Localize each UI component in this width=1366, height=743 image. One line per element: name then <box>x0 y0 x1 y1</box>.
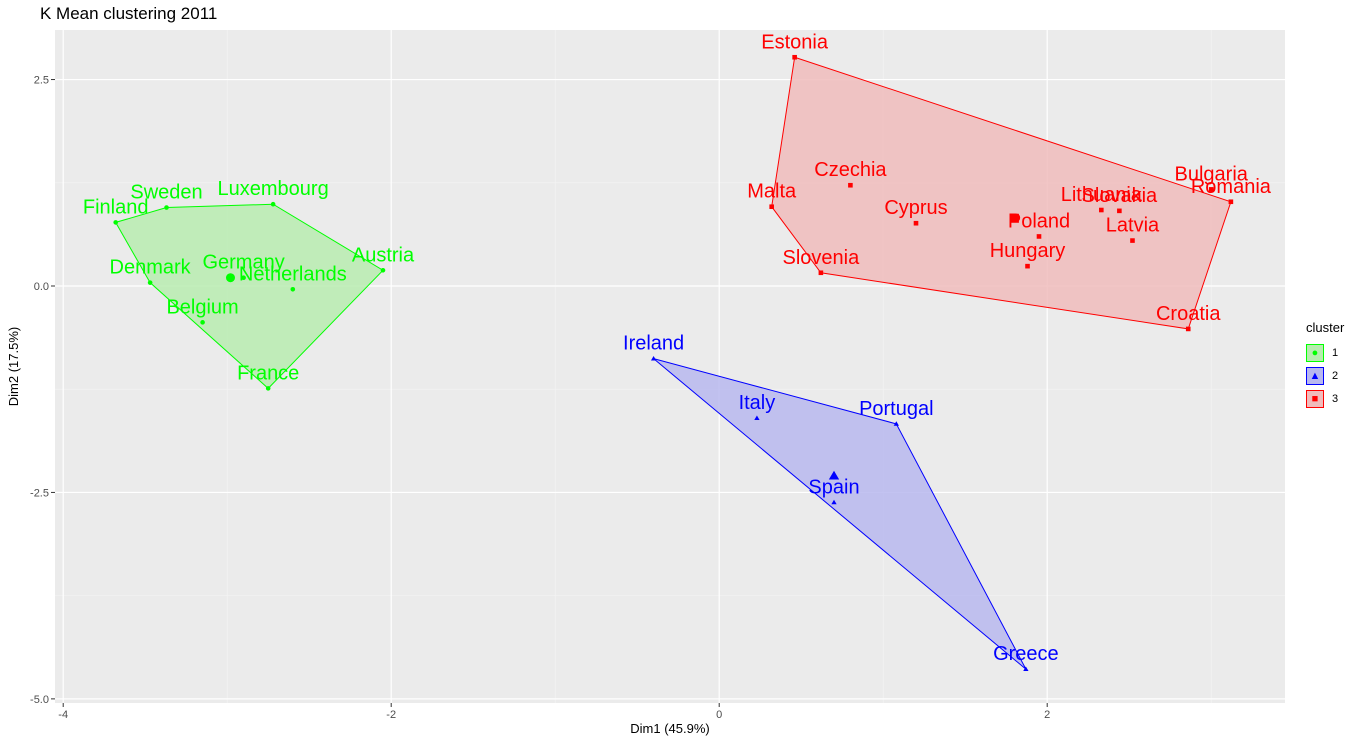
point-lithuania <box>1099 207 1104 213</box>
legend-label: 1 <box>1332 346 1339 359</box>
cluster-3-centroid <box>1009 213 1019 223</box>
point-label-austria: Austria <box>352 244 415 266</box>
x-tick-label: 2 <box>1044 709 1050 721</box>
point-estonia <box>792 54 797 60</box>
x-tick-label: -2 <box>386 709 396 721</box>
point-label-slovakia: Slovakia <box>1082 185 1158 207</box>
point-france <box>265 386 271 391</box>
point-label-netherlands: Netherlands <box>239 263 347 285</box>
point-belgium <box>200 320 205 325</box>
point-czechia <box>848 182 853 188</box>
point-croatia <box>1185 326 1191 332</box>
data-points <box>113 54 1234 671</box>
legend: cluster ● 1 ▲ 2 ■ 3 <box>1306 320 1344 410</box>
legend-item-3: ■ 3 <box>1306 387 1344 410</box>
point-hungary <box>1025 263 1030 269</box>
cluster-hulls <box>114 56 1232 670</box>
point-label-slovenia: Slovenia <box>783 247 861 269</box>
legend-key-square-icon: ■ <box>1306 389 1324 408</box>
point-label-poland: Poland <box>1008 210 1070 232</box>
point-label-belgium: Belgium <box>166 296 238 318</box>
point-label-greece: Greece <box>993 643 1059 665</box>
point-italy <box>754 415 760 420</box>
point-luxembourg <box>270 201 276 207</box>
point-ireland <box>650 356 657 361</box>
cluster-2-hull <box>653 358 1027 670</box>
y-tick-label: 0.0 <box>34 281 49 293</box>
point-label-finland: Finland <box>83 196 149 218</box>
point-label-cyprus: Cyprus <box>884 197 947 219</box>
point-cyprus <box>913 220 919 226</box>
point-germany <box>241 275 246 281</box>
point-bulgaria <box>1208 187 1214 192</box>
legend-item-1: ● 1 <box>1306 341 1344 364</box>
point-slovakia <box>1117 208 1122 214</box>
point-portugal <box>893 421 899 426</box>
x-axis-title: Dim1 (45.9%) <box>630 721 709 736</box>
point-greece <box>1023 666 1029 671</box>
legend-key-triangle-icon: ▲ <box>1306 366 1324 385</box>
point-label-romania: Romania <box>1191 176 1272 198</box>
point-label-estonia: Estonia <box>761 31 829 53</box>
chart-title: K Mean clustering 2011 <box>40 4 218 23</box>
x-tick-label: -4 <box>58 709 68 721</box>
point-label-luxembourg: Luxembourg <box>218 178 329 200</box>
point-label-hungary: Hungary <box>990 240 1066 262</box>
point-label-lithuania: Lithuania <box>1061 184 1143 206</box>
axes: -4 -2 0 2 -5.0 -2.5 0.0 2.5 <box>30 75 1050 721</box>
grid-lines <box>55 30 1285 703</box>
point-label-sweden: Sweden <box>130 182 202 204</box>
point-spain <box>831 499 837 505</box>
point-label-denmark: Denmark <box>110 257 192 279</box>
point-label-france: France <box>237 362 299 384</box>
point-malta <box>769 204 774 210</box>
legend-items: ● 1 ▲ 2 ■ 3 <box>1306 341 1344 410</box>
legend-label: 3 <box>1332 392 1339 405</box>
y-tick-label: 2.5 <box>34 75 49 87</box>
cluster-3-hull <box>771 56 1232 330</box>
point-austria <box>380 267 386 273</box>
point-label-latvia: Latvia <box>1106 215 1160 237</box>
cluster-2-centroid <box>828 470 840 480</box>
point-label-croatia: Croatia <box>1156 303 1221 325</box>
point-label-ireland: Ireland <box>623 333 684 355</box>
y-tick-label: -2.5 <box>30 487 49 499</box>
y-tick-label: -5.0 <box>30 694 49 706</box>
cluster-1-centroid <box>225 273 235 283</box>
point-label-portugal: Portugal <box>859 398 934 420</box>
point-label-czechia: Czechia <box>814 159 887 181</box>
legend-key-circle-icon: ● <box>1306 343 1324 362</box>
legend-title: cluster <box>1306 320 1345 335</box>
point-latvia <box>1130 238 1135 243</box>
point-finland <box>113 220 118 225</box>
point-romania <box>1228 199 1234 205</box>
legend-item-2: ▲ 2 <box>1306 364 1344 387</box>
y-axis-title: Dim2 (17.5%) <box>6 327 21 406</box>
point-denmark <box>147 280 153 285</box>
point-poland <box>1036 234 1042 239</box>
x-tick-label: 0 <box>716 709 722 721</box>
point-label-germany: Germany <box>202 252 284 274</box>
point-label-malta: Malta <box>747 181 797 203</box>
point-label-bulgaria: Bulgaria <box>1175 163 1249 185</box>
point-label-spain: Spain <box>808 476 859 498</box>
point-label-italy: Italy <box>739 392 776 414</box>
point-slovenia <box>818 270 824 276</box>
point-sweden <box>164 205 169 210</box>
point-netherlands <box>290 286 296 292</box>
legend-label: 2 <box>1332 369 1339 382</box>
